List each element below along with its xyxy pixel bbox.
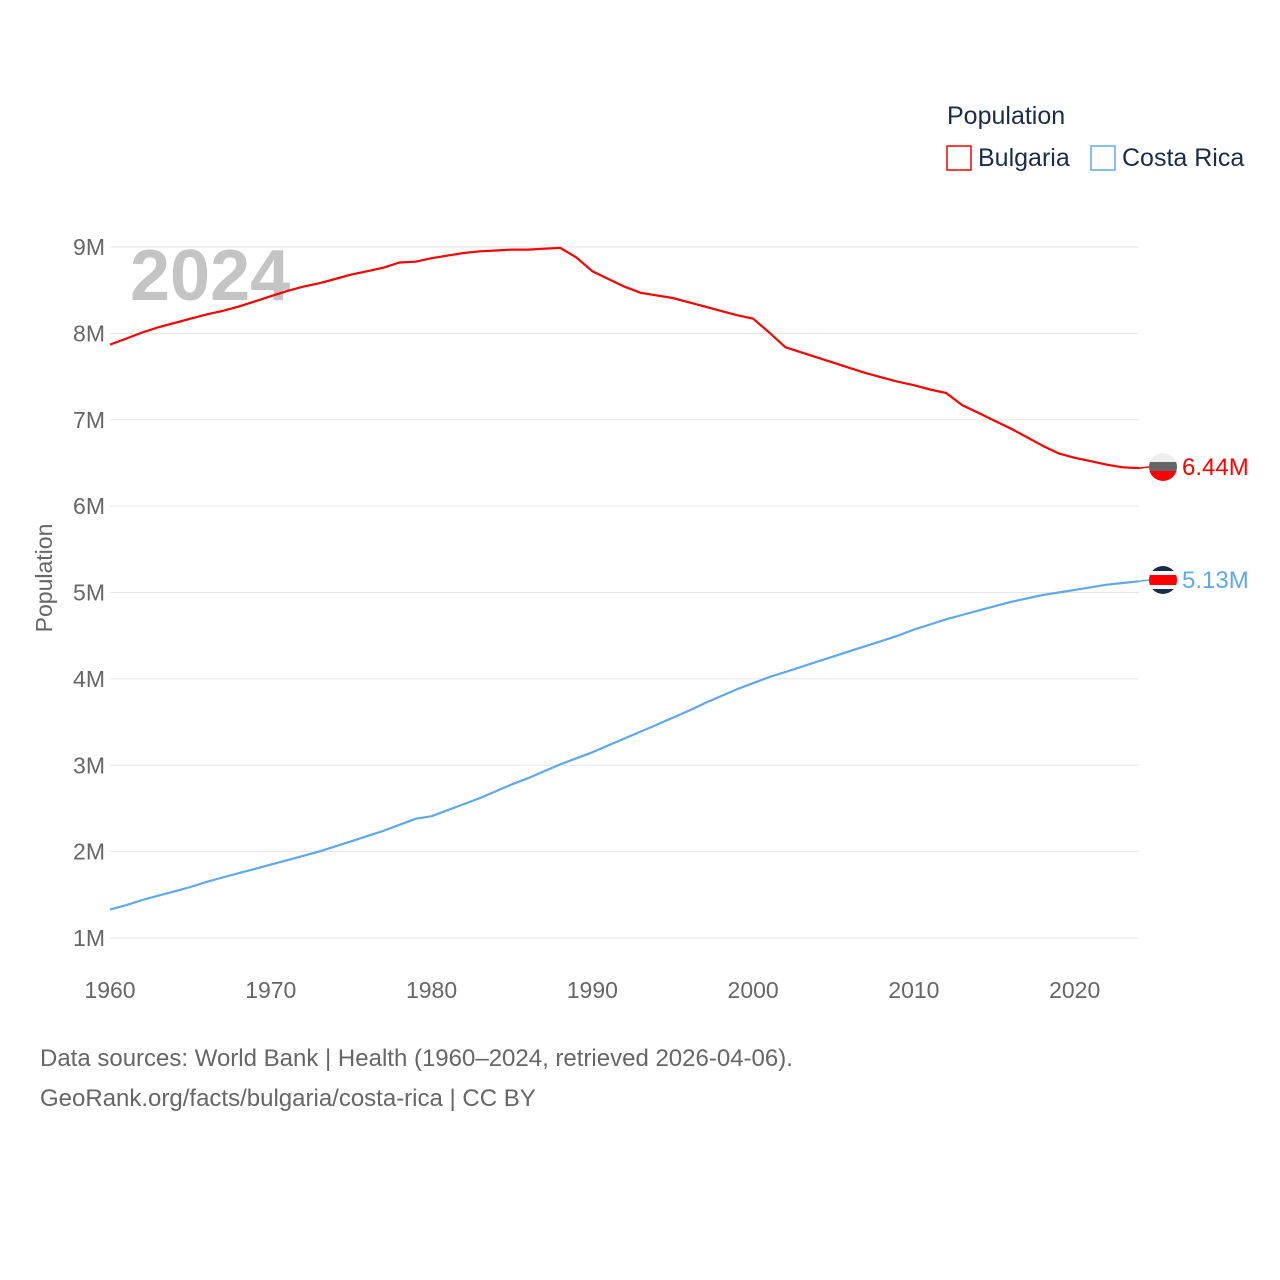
x-tick-label: 1970 xyxy=(245,977,296,1003)
year-watermark: 2024 xyxy=(130,236,290,316)
x-tick-label: 2000 xyxy=(728,977,779,1003)
y-tick-label: 7M xyxy=(73,407,105,433)
bulgaria-flag-icon xyxy=(1149,453,1177,481)
legend-swatch-costa-rica xyxy=(1090,145,1116,171)
attribution-link[interactable]: GeoRank.org/facts/bulgaria/costa-rica | … xyxy=(40,1085,536,1112)
y-tick-label: 5M xyxy=(73,580,105,606)
legend-label: Bulgaria xyxy=(978,144,1070,172)
end-value-label: 6.44M xyxy=(1182,454,1249,481)
y-axis-title: Population xyxy=(31,524,57,633)
costa-rica-flag-icon xyxy=(1149,566,1177,594)
legend-label: Costa Rica xyxy=(1122,144,1244,172)
data-source-text: Data sources: World Bank | Health (1960–… xyxy=(40,1045,793,1072)
y-tick-label: 8M xyxy=(73,320,105,346)
x-tick-label: 2020 xyxy=(1049,977,1100,1003)
y-tick-label: 3M xyxy=(73,752,105,778)
series-line-costa-rica xyxy=(109,580,1140,911)
x-tick-label: 2010 xyxy=(888,977,939,1003)
x-tick-label: 1960 xyxy=(84,977,135,1003)
y-tick-label: 4M xyxy=(73,666,105,692)
x-tick-label: 1980 xyxy=(406,977,457,1003)
end-value-label: 5.13M xyxy=(1182,567,1249,594)
y-tick-label: 2M xyxy=(73,839,105,865)
y-tick-label: 9M xyxy=(73,234,105,260)
y-tick-label: 1M xyxy=(73,925,105,951)
y-tick-label: 6M xyxy=(73,493,105,519)
x-tick-label: 1990 xyxy=(567,977,618,1003)
series-line-bulgaria xyxy=(109,246,1140,470)
end-connector xyxy=(1138,466,1150,469)
legend-swatch-bulgaria xyxy=(946,145,972,171)
end-connector xyxy=(1138,579,1150,583)
legend-title: Population xyxy=(947,102,1065,130)
